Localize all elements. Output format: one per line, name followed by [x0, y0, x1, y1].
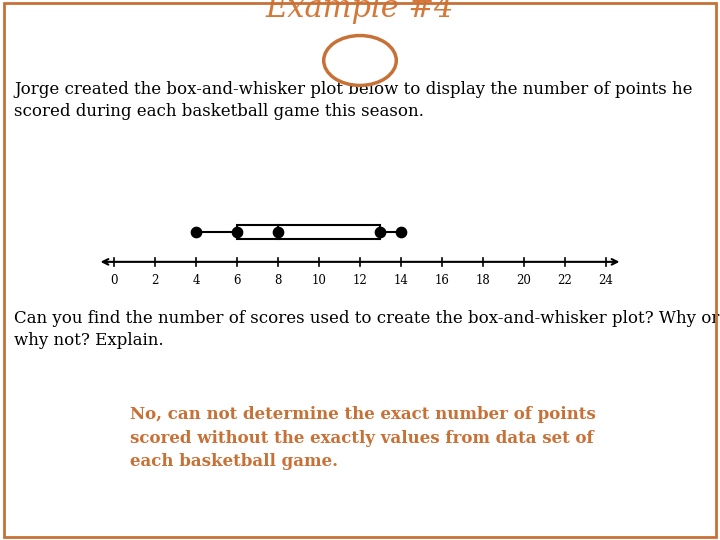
Text: 6: 6 [233, 274, 240, 287]
Text: 18: 18 [476, 274, 490, 287]
Text: 0: 0 [110, 274, 118, 287]
Text: 10: 10 [312, 274, 326, 287]
Text: 14: 14 [394, 274, 408, 287]
Text: Can you find the number of scores used to create the box-and-whisker plot? Why o: Can you find the number of scores used t… [14, 309, 720, 349]
Text: 24: 24 [598, 274, 613, 287]
Point [190, 227, 202, 236]
Text: 8: 8 [274, 274, 282, 287]
Text: 12: 12 [353, 274, 367, 287]
Text: No, can not determine the exact number of points
scored without the exactly valu: No, can not determine the exact number o… [130, 407, 595, 470]
Text: 2: 2 [151, 274, 159, 287]
Text: 22: 22 [557, 274, 572, 287]
Text: Jorge created the box-and-whisker plot below to display the number of points he
: Jorge created the box-and-whisker plot b… [14, 81, 693, 120]
Point [395, 227, 407, 236]
Text: 20: 20 [516, 274, 531, 287]
Point [374, 227, 386, 236]
Text: 4: 4 [192, 274, 200, 287]
Bar [237, 225, 380, 239]
Circle shape [324, 36, 396, 85]
Point [272, 227, 284, 236]
Text: Example #4: Example #4 [266, 0, 454, 24]
Point [231, 227, 243, 236]
Text: 16: 16 [435, 274, 449, 287]
